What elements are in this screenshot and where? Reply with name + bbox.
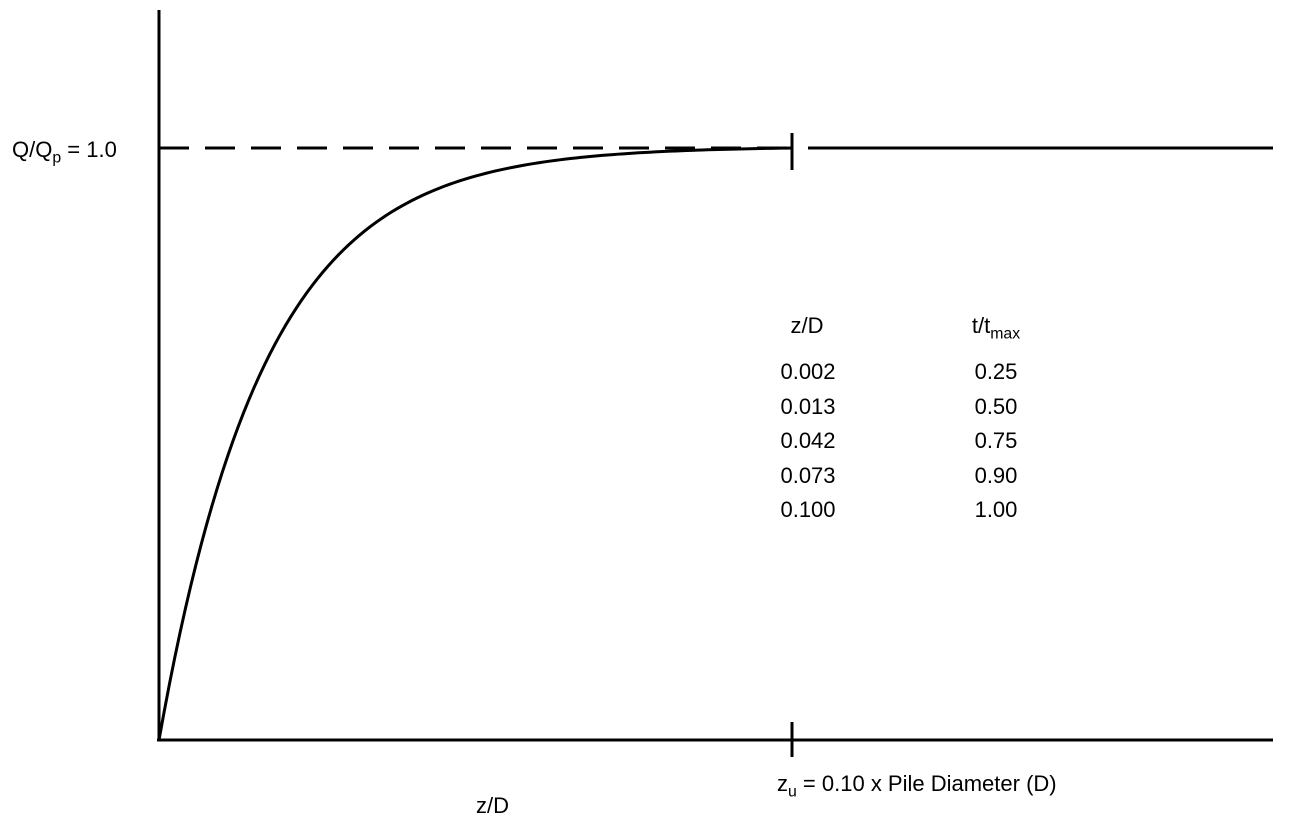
table-cell-ttmax: 0.25 bbox=[974, 359, 1018, 384]
table-cell-ttmax: 0.75 bbox=[974, 428, 1018, 453]
table-cell-zd: 0.002 bbox=[780, 359, 836, 384]
y-reference-label: Q/Qp = 1.0 bbox=[12, 137, 117, 167]
table-cell-ttmax: 0.50 bbox=[974, 394, 1018, 419]
table-header-ttmax: t/tmax bbox=[971, 313, 1021, 343]
table-cell-ttmax: 1.00 bbox=[974, 497, 1018, 522]
table-cell-zd: 0.073 bbox=[780, 463, 836, 488]
table-cell-ttmax: 0.90 bbox=[974, 463, 1018, 488]
table-cell-zd: 0.042 bbox=[780, 428, 836, 453]
zu-marker-label: zu = 0.10 x Pile Diameter (D) bbox=[777, 771, 1057, 801]
load-transfer-curve bbox=[157, 146, 793, 741]
table-cell-zd: 0.100 bbox=[780, 497, 836, 522]
table-header-zd: z/D bbox=[790, 313, 824, 338]
x-axis-label: z/D bbox=[476, 793, 509, 818]
table-cell-zd: 0.013 bbox=[780, 394, 836, 419]
